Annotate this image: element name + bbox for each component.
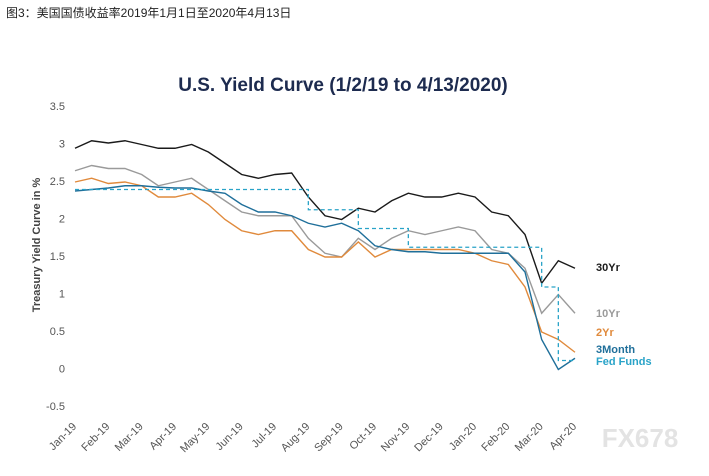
header: 图3：美国国债收益率2019年1月1日至2020年4月13日: [6, 5, 291, 20]
x-tick-label: Jan-19: [47, 421, 79, 453]
y-tick-label: 1: [59, 288, 65, 300]
y-tick-label: 2.5: [50, 176, 65, 188]
x-tick-label: Feb-19: [79, 421, 112, 454]
x-tick-label: Apr-19: [147, 421, 179, 453]
x-tick-label: Jun-19: [214, 421, 246, 453]
series-line: [74, 185, 576, 371]
watermark: FX678: [602, 423, 679, 453]
y-tick-label: 0.5: [50, 326, 65, 338]
series-label: 10Yr: [596, 308, 621, 320]
y-tick-label: 3.5: [50, 101, 65, 113]
x-tick-label: Mar-20: [513, 421, 546, 454]
x-tick-label: Mar-19: [113, 421, 146, 454]
y-tick-label: 0: [59, 363, 65, 375]
y-axis-label: Treasury Yield Curve in %: [31, 178, 43, 313]
y-tick-label: 2: [59, 213, 65, 225]
series-label: Fed Funds: [596, 356, 652, 368]
series-line: [74, 140, 576, 285]
series-line: [75, 188, 575, 362]
y-tick-label: 3: [59, 138, 65, 150]
series-label: 2Yr: [596, 327, 614, 339]
x-tick-label: Nov-19: [379, 421, 413, 455]
x-tick-label: Apr-20: [547, 421, 579, 453]
y-tick-label: -0.5: [46, 401, 65, 413]
x-tick-label: Dec-19: [412, 421, 446, 455]
series-label: 3Month: [596, 344, 635, 356]
x-tick-label: May-19: [178, 421, 212, 455]
x-tick-label: Oct-19: [347, 421, 379, 453]
y-tick-label: 1.5: [50, 251, 65, 263]
x-tick-label: Jan-20: [447, 421, 479, 453]
series-line: [74, 177, 576, 353]
series-label: 30Yr: [596, 262, 621, 274]
x-tick-label: Jul-19: [249, 421, 279, 451]
x-tick-label: Sep-19: [312, 421, 346, 455]
series-line: [74, 164, 576, 315]
x-tick-label: Aug-19: [279, 421, 313, 455]
chart-title: U.S. Yield Curve (1/2/19 to 4/13/2020): [178, 75, 508, 96]
x-tick-label: Feb-20: [479, 421, 512, 454]
